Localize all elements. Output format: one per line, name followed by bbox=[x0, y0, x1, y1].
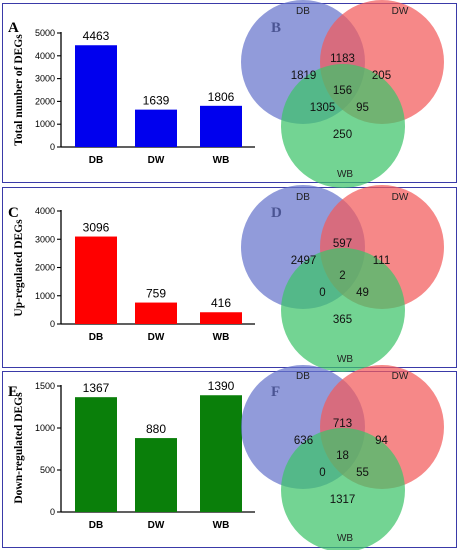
panel-row-3 bbox=[2, 371, 457, 548]
y-axis-label-e: Down-regulated DEGs bbox=[13, 392, 25, 504]
y-tick-label-c: 0 bbox=[50, 319, 55, 329]
bar-value-label-e: 880 bbox=[146, 422, 166, 436]
x-tick-label-a: DW bbox=[148, 155, 165, 166]
bar-value-label-c: 416 bbox=[211, 296, 231, 310]
bar-a-wb bbox=[200, 105, 242, 147]
bar-value-label-a: 4463 bbox=[83, 29, 110, 43]
y-tick-label-a: 1000 bbox=[35, 119, 55, 129]
venn-count-b-dw-wb: 95 bbox=[356, 102, 369, 114]
bar-e-wb bbox=[200, 395, 242, 512]
bar-e-dw bbox=[135, 438, 177, 512]
venn-set-label-b: DB bbox=[296, 6, 310, 17]
bar-value-label-e: 1390 bbox=[208, 379, 235, 393]
x-tick-label-c: DB bbox=[89, 332, 103, 343]
y-axis-label-a: Total number of DEGs bbox=[13, 34, 25, 146]
y-tick-label-c: 4000 bbox=[35, 206, 55, 216]
bar-value-label-c: 759 bbox=[146, 287, 166, 301]
y-tick-label-e: 1000 bbox=[35, 423, 55, 433]
venn-count-b-db-wb: 1305 bbox=[310, 102, 336, 114]
bar-c-db bbox=[75, 236, 117, 324]
venn-count-f-all: 18 bbox=[336, 450, 349, 462]
venn-set-label-d: WB bbox=[337, 354, 353, 365]
panel-row-1 bbox=[2, 3, 457, 183]
venn-set-label-f: DB bbox=[296, 371, 310, 382]
x-tick-label-a: DB bbox=[89, 155, 103, 166]
panel-letter-a: A bbox=[8, 20, 19, 36]
y-tick-label-c: 1000 bbox=[35, 291, 55, 301]
venn-count-f-db-wb: 0 bbox=[319, 467, 325, 479]
venn-count-b-all: 156 bbox=[333, 85, 352, 97]
panel-letter-e: E bbox=[8, 384, 18, 400]
y-tick-label-a: 3000 bbox=[35, 74, 55, 84]
venn-circle-b-wb bbox=[281, 64, 405, 188]
x-tick-label-c: DW bbox=[148, 332, 165, 343]
venn-count-f-db-only: 636 bbox=[294, 435, 313, 447]
venn-count-d-dw-wb: 49 bbox=[356, 287, 369, 299]
bar-e-db bbox=[75, 397, 117, 512]
venn-count-d-wb-only: 365 bbox=[333, 314, 352, 326]
y-tick-label-e: 0 bbox=[50, 507, 55, 517]
y-tick-label-c: 3000 bbox=[35, 234, 55, 244]
y-tick-label-a: 2000 bbox=[35, 96, 55, 106]
panel-row-2 bbox=[2, 187, 457, 368]
bar-value-label-e: 1367 bbox=[83, 381, 110, 395]
x-tick-label-c: WB bbox=[213, 332, 230, 343]
bar-a-dw bbox=[135, 109, 177, 147]
venn-count-b-dw-only: 205 bbox=[372, 70, 391, 82]
venn-set-label-d: DB bbox=[296, 192, 310, 203]
venn-count-d-db-dw: 597 bbox=[333, 238, 352, 250]
venn-count-b-db-dw: 1183 bbox=[330, 53, 355, 65]
bar-c-wb bbox=[200, 312, 242, 324]
y-tick-label-a: 4000 bbox=[35, 51, 55, 61]
venn-set-label-f: WB bbox=[337, 533, 353, 544]
venn-set-label-f: DW bbox=[392, 371, 409, 382]
venn-set-label-b: DW bbox=[392, 6, 409, 17]
venn-count-b-db-only: 1819 bbox=[291, 70, 317, 82]
venn-count-f-dw-only: 94 bbox=[375, 435, 388, 447]
bar-a-db bbox=[75, 45, 117, 147]
venn-count-f-wb-only: 1317 bbox=[330, 494, 356, 506]
y-tick-label-a: 5000 bbox=[35, 28, 55, 38]
venn-count-d-db-wb: 0 bbox=[319, 287, 325, 299]
x-tick-label-e: DB bbox=[89, 520, 103, 531]
panel-letter-c: C bbox=[8, 205, 19, 221]
bar-value-label-a: 1639 bbox=[143, 94, 170, 108]
venn-circle-f-wb bbox=[281, 428, 405, 550]
venn-count-f-dw-wb: 55 bbox=[356, 467, 369, 479]
y-tick-label-c: 2000 bbox=[35, 263, 55, 273]
venn-count-f-db-dw: 713 bbox=[333, 418, 352, 430]
venn-set-label-b: WB bbox=[337, 169, 353, 180]
bar-value-label-a: 1806 bbox=[208, 90, 235, 104]
x-tick-label-a: WB bbox=[213, 155, 230, 166]
venn-count-b-wb-only: 250 bbox=[333, 129, 352, 141]
x-tick-label-e: DW bbox=[148, 520, 165, 531]
y-tick-label-a: 0 bbox=[50, 142, 55, 152]
bar-c-dw bbox=[135, 302, 177, 324]
venn-count-d-all: 2 bbox=[339, 270, 345, 282]
y-axis-label-c: Up-regulated DEGs bbox=[13, 219, 25, 317]
venn-circle-d-wb bbox=[281, 248, 405, 372]
x-tick-label-e: WB bbox=[213, 520, 230, 531]
venn-count-d-dw-only: 111 bbox=[373, 255, 390, 267]
y-tick-label-e: 1500 bbox=[35, 381, 55, 391]
venn-set-label-d: DW bbox=[392, 192, 409, 203]
bar-value-label-c: 3096 bbox=[83, 221, 110, 235]
y-tick-label-e: 500 bbox=[40, 465, 55, 475]
venn-count-d-db-only: 2497 bbox=[291, 255, 317, 267]
